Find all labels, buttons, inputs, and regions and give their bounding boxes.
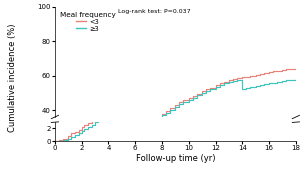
Legend: <3, ≥3: <3, ≥3 bbox=[58, 10, 117, 33]
Text: Cumulative incidence (%): Cumulative incidence (%) bbox=[8, 23, 17, 132]
X-axis label: Follow-up time (yr): Follow-up time (yr) bbox=[136, 154, 215, 163]
Text: Log-rank test: P=0.037: Log-rank test: P=0.037 bbox=[117, 9, 190, 14]
